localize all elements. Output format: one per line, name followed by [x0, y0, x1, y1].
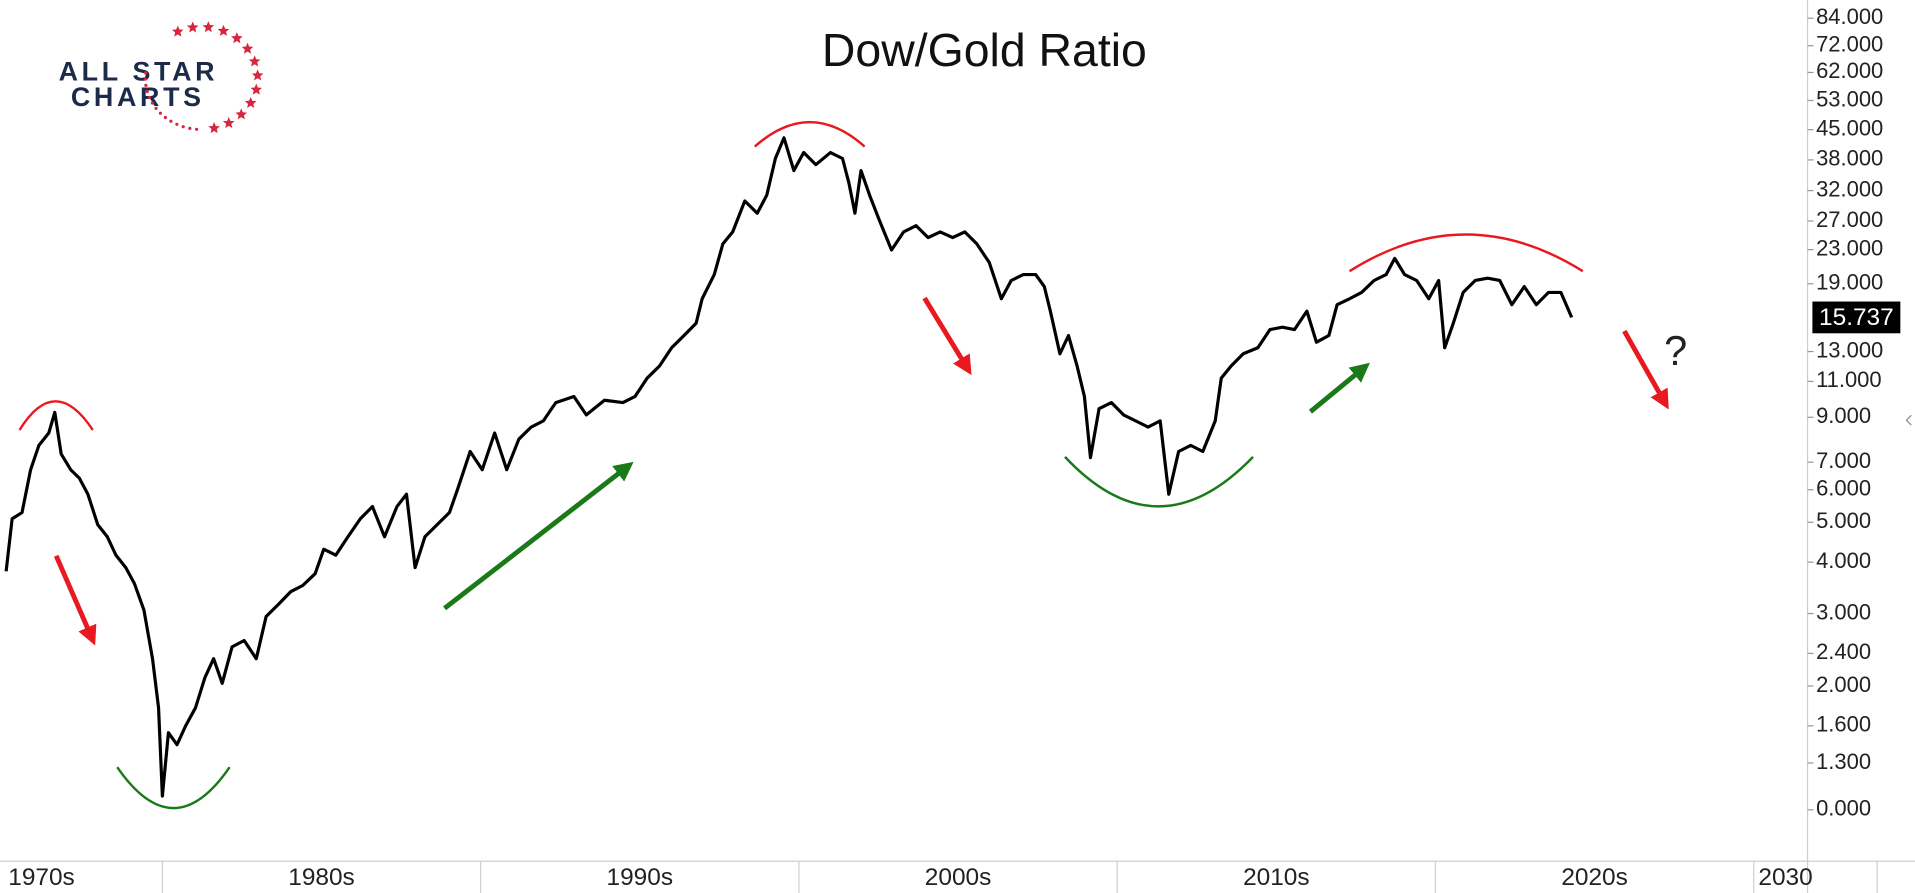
logo-dot — [169, 119, 173, 123]
down-arrow — [922, 296, 972, 376]
logo-dot — [158, 111, 163, 115]
y-tick-label: 53.000 — [1816, 86, 1883, 111]
y-tick-label: 5.000 — [1816, 508, 1871, 533]
down-arrow — [53, 554, 97, 646]
logo-dot — [150, 101, 154, 105]
logo-star — [171, 25, 184, 37]
logo-dot — [154, 106, 158, 110]
y-tick-label: 45.000 — [1816, 116, 1883, 141]
y-tick-label: 4.000 — [1816, 548, 1871, 573]
logo-text: ALL STAR — [59, 56, 219, 86]
logo-dot — [195, 127, 199, 131]
x-tick-label: 2000s — [925, 864, 991, 891]
last-value-box — [1812, 301, 1901, 334]
y-tick-label: 11.000 — [1816, 367, 1882, 392]
collapse-icon[interactable] — [1905, 414, 1912, 426]
y-tick-label: 32.000 — [1816, 176, 1883, 201]
x-tick-label: 2020s — [1561, 864, 1627, 891]
logo-dot — [143, 77, 147, 81]
logo-star — [235, 108, 248, 120]
y-tick-label: 2.000 — [1816, 672, 1871, 697]
logo-dot — [163, 115, 167, 120]
y-tick-label: 2.400 — [1816, 639, 1871, 664]
line — [4, 136, 1574, 798]
arrows — [53, 296, 1669, 646]
logo-star — [250, 83, 263, 95]
logo-star — [244, 96, 257, 108]
logo-star — [202, 21, 215, 33]
logo-star — [251, 69, 264, 81]
logo-star — [222, 116, 235, 129]
annotations — [18, 120, 1584, 810]
down-arrow — [1622, 329, 1669, 410]
logo-star — [241, 42, 254, 54]
bottom-arc — [116, 766, 231, 810]
y-tick-label: 13.000 — [1816, 337, 1883, 362]
y-tick-label: 72.000 — [1816, 32, 1883, 57]
x-tick-label: 1990s — [607, 864, 673, 891]
y-tick-label: 3.000 — [1816, 599, 1871, 624]
logo-text: CHARTS — [71, 82, 205, 112]
x-tick-label: 2010s — [1243, 864, 1309, 891]
top-arc — [18, 400, 94, 431]
logo-dot — [144, 71, 148, 75]
logo-dot — [175, 122, 179, 126]
annotation-text: ? — [1664, 327, 1687, 374]
y-tick-label: 38.000 — [1816, 146, 1883, 171]
up-arrow — [1308, 362, 1370, 414]
y-tick-label: 7.000 — [1816, 448, 1871, 473]
x-tick-label: 1970s — [8, 864, 74, 891]
x-tick-label: 1980s — [288, 864, 354, 891]
logo-star — [248, 55, 261, 67]
x-tick-label: 2030 — [1758, 864, 1812, 891]
bottom-arc — [1064, 456, 1254, 508]
logo-dot — [147, 95, 152, 99]
up-arrow — [443, 461, 634, 611]
logo-dot — [145, 89, 149, 94]
y-tick-label: 1.300 — [1816, 749, 1871, 774]
logo-star — [231, 32, 243, 44]
y-tick-label: 62.000 — [1816, 58, 1883, 83]
y-tick-label: 1.600 — [1816, 712, 1871, 737]
top-arc — [1348, 233, 1584, 273]
logo: ALL STAR CHARTS — [59, 21, 264, 134]
top-arc — [753, 120, 866, 148]
y-tick-label: 6.000 — [1816, 476, 1871, 501]
last-value-label: 15.737 — [1819, 304, 1894, 331]
logo-dot — [144, 83, 148, 87]
logo-star — [217, 24, 230, 36]
y-tick-label: 27.000 — [1816, 207, 1883, 232]
logo-star — [186, 21, 199, 33]
y-tick-label: 23.000 — [1816, 235, 1883, 260]
chart-title: Dow/Gold Ratio — [822, 24, 1147, 76]
y-tick-label: 0.000 — [1816, 796, 1871, 821]
y-tick-label: 19.000 — [1816, 270, 1883, 295]
logo-star — [208, 122, 220, 134]
y-tick-label: 9.000 — [1816, 403, 1871, 428]
logo-dot — [181, 125, 185, 129]
y-tick-label: 84.000 — [1816, 4, 1883, 29]
logo-dot — [188, 126, 192, 130]
